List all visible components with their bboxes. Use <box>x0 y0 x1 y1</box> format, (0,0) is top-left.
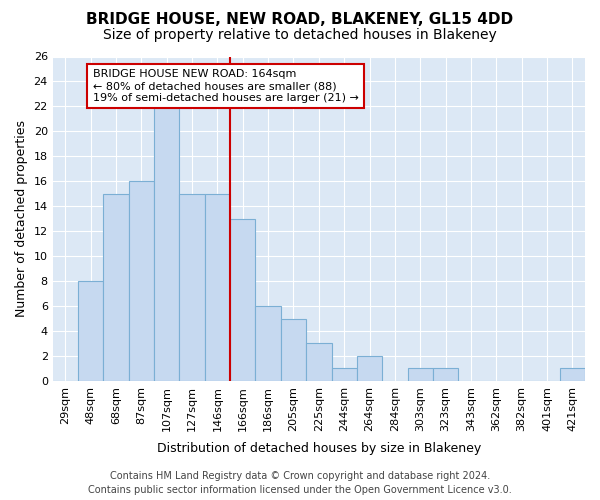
Bar <box>306 344 332 381</box>
Y-axis label: Number of detached properties: Number of detached properties <box>15 120 28 317</box>
Bar <box>205 194 230 381</box>
Bar <box>103 194 129 381</box>
X-axis label: Distribution of detached houses by size in Blakeney: Distribution of detached houses by size … <box>157 442 481 455</box>
Text: BRIDGE HOUSE NEW ROAD: 164sqm
← 80% of detached houses are smaller (88)
19% of s: BRIDGE HOUSE NEW ROAD: 164sqm ← 80% of d… <box>92 70 358 102</box>
Bar <box>78 281 103 381</box>
Bar <box>281 318 306 381</box>
Bar <box>230 218 256 381</box>
Text: Size of property relative to detached houses in Blakeney: Size of property relative to detached ho… <box>103 28 497 42</box>
Bar <box>407 368 433 381</box>
Bar <box>154 106 179 381</box>
Bar <box>560 368 585 381</box>
Bar <box>433 368 458 381</box>
Text: BRIDGE HOUSE, NEW ROAD, BLAKENEY, GL15 4DD: BRIDGE HOUSE, NEW ROAD, BLAKENEY, GL15 4… <box>86 12 514 28</box>
Bar <box>357 356 382 381</box>
Bar <box>256 306 281 381</box>
Bar <box>129 182 154 381</box>
Bar <box>332 368 357 381</box>
Bar <box>179 194 205 381</box>
Text: Contains HM Land Registry data © Crown copyright and database right 2024.
Contai: Contains HM Land Registry data © Crown c… <box>88 471 512 495</box>
